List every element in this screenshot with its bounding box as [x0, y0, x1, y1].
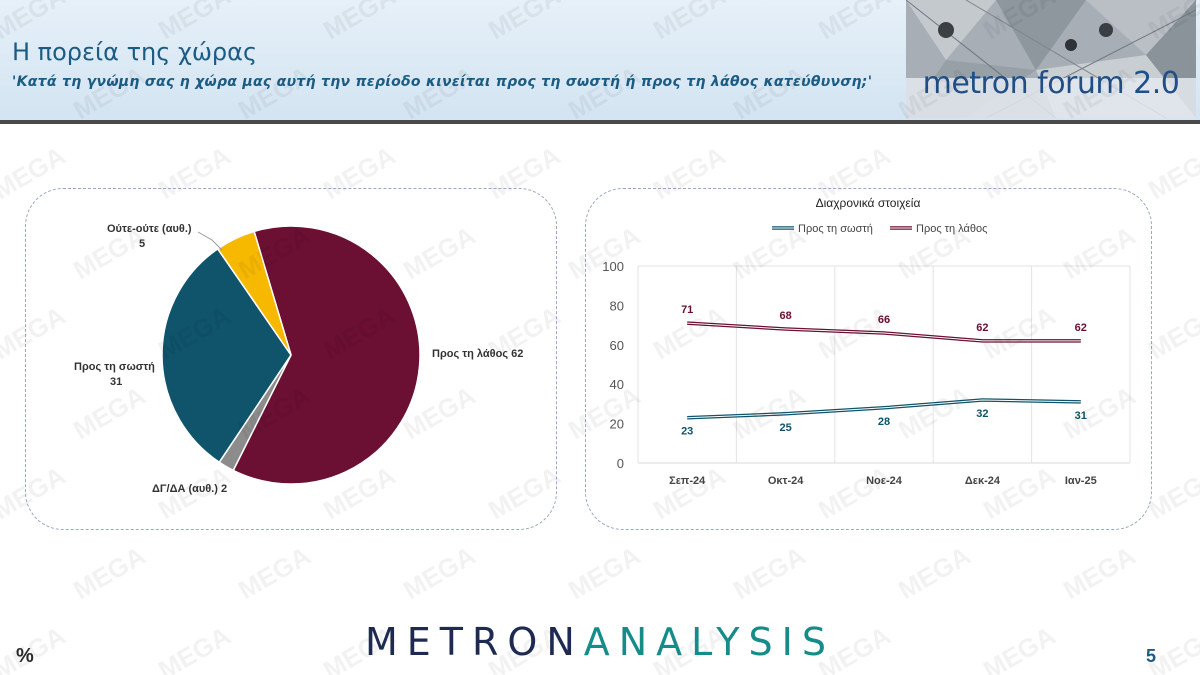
data-label-wrong: 68 — [779, 310, 791, 322]
x-tick-label: Δεκ-24 — [965, 475, 1001, 487]
data-label-wrong: 62 — [1075, 322, 1087, 334]
x-tick-label: Νοε-24 — [866, 475, 903, 487]
data-label-right: 23 — [681, 426, 693, 438]
y-tick-label: 20 — [610, 417, 624, 432]
legend-label: Προς τη λάθος — [916, 223, 987, 235]
y-tick-label: 100 — [602, 259, 624, 274]
brand-part-analysis: ANALYSIS — [583, 620, 835, 664]
pie-label-wrong: Προς τη λάθος 62 — [432, 348, 523, 360]
legend-label: Προς τη σωστή — [798, 223, 873, 235]
pie-label-right-value: 31 — [110, 376, 122, 388]
percent-sign: % — [16, 645, 34, 667]
data-label-right: 31 — [1075, 410, 1087, 422]
pie-leader-line — [197, 231, 223, 251]
data-label-wrong: 66 — [878, 314, 890, 326]
pie-slice-wrong — [232, 225, 421, 485]
y-tick-label: 80 — [610, 298, 624, 313]
pie-label-neutral-name: Ούτε-ούτε (αυθ.) — [107, 223, 192, 235]
pie-slice-right — [161, 247, 292, 464]
pie-label-right-name: Προς τη σωστή — [74, 361, 155, 373]
data-label-right: 32 — [976, 408, 988, 420]
line-legend: Προς τη σωστή Προς τη λάθος — [772, 223, 987, 235]
pie-label-dk: ΔΓ/ΔΑ (αυθ.) 2 — [152, 483, 227, 495]
metron-analysis-logo: METRONANALYSIS — [0, 620, 1200, 664]
data-label-wrong: 62 — [976, 322, 988, 334]
header-divider — [0, 120, 1200, 124]
y-tick-label: 40 — [610, 377, 624, 392]
page-title: Η πορεία της χώρας — [12, 38, 258, 66]
page-number: 5 — [1146, 646, 1157, 666]
x-tick-label: Ιαν-25 — [1065, 475, 1097, 487]
series-line-highlight — [687, 399, 1081, 419]
x-tick-label: Σεπ-24 — [669, 475, 706, 487]
question-subtitle: 'Κατά τη γνώμη σας η χώρα μας αυτή την π… — [12, 74, 873, 90]
data-label-right: 25 — [779, 422, 791, 434]
data-label-wrong: 71 — [681, 304, 693, 316]
series-line-highlight — [687, 322, 1081, 342]
line-chart-title: Διαχρονικά στοιχεία — [816, 196, 921, 210]
data-label-right: 28 — [878, 416, 890, 428]
x-tick-label: Οκτ-24 — [768, 475, 804, 487]
brand-part-metron: METRON — [365, 620, 584, 664]
pie-chart-panel — [25, 188, 557, 530]
forum-logo: metron forum 2.0 — [906, 0, 1196, 118]
line-chart-panel — [585, 188, 1152, 530]
logo-photo-backdrop — [906, 0, 1196, 118]
forum-logo-text: metron forum 2.0 — [922, 66, 1180, 101]
y-tick-label: 60 — [610, 338, 624, 353]
pie-label-neutral-value: 5 — [139, 238, 145, 250]
y-tick-label: 0 — [617, 456, 624, 471]
pie-slice-neutral — [216, 230, 292, 356]
